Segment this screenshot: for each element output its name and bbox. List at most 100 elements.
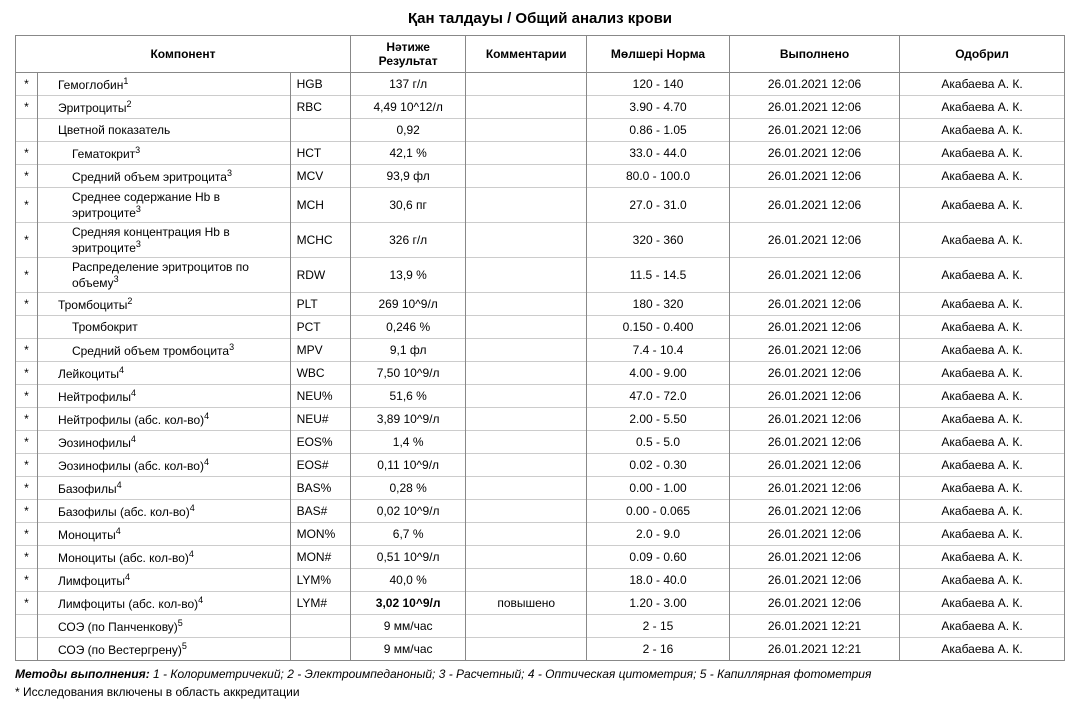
- done-cell: 26.01.2021 12:06: [729, 165, 899, 188]
- table-row: *Тромбоциты2PLT269 10^9/л180 - 32026.01.…: [16, 293, 1065, 316]
- code-cell: PCT: [290, 316, 350, 339]
- done-cell: 26.01.2021 12:06: [729, 592, 899, 615]
- table-row: *Среднее содержание Hb в эритроците3MCH3…: [16, 188, 1065, 223]
- norm-cell: 180 - 320: [587, 293, 730, 316]
- table-row: *Распределение эритроцитов по объему3RDW…: [16, 258, 1065, 293]
- done-cell: 26.01.2021 12:06: [729, 223, 899, 258]
- done-cell: 26.01.2021 12:06: [729, 385, 899, 408]
- col-result: Нәтиже Результат: [350, 36, 465, 73]
- code-cell: HGB: [290, 73, 350, 96]
- norm-cell: 2 - 15: [587, 615, 730, 638]
- result-cell: 9 мм/час: [350, 638, 465, 661]
- table-row: *Средний объем эритроцита3MCV93,9 фл80.0…: [16, 165, 1065, 188]
- table-row: СОЭ (по Панченкову)59 мм/час2 - 1526.01.…: [16, 615, 1065, 638]
- comment-cell: [466, 223, 587, 258]
- table-row: Цветной показатель0,920.86 - 1.0526.01.2…: [16, 119, 1065, 142]
- code-cell: BAS#: [290, 500, 350, 523]
- star-cell: [16, 119, 38, 142]
- table-row: *Гематокрит3HCT42,1 %33.0 - 44.026.01.20…: [16, 142, 1065, 165]
- result-cell: 0,28 %: [350, 477, 465, 500]
- star-cell: *: [16, 258, 38, 293]
- star-cell: [16, 638, 38, 661]
- comment-cell: [466, 431, 587, 454]
- code-cell: [290, 119, 350, 142]
- result-cell: 4,49 10^12/л: [350, 96, 465, 119]
- table-row: *Эритроциты2RBC4,49 10^12/л3.90 - 4.7026…: [16, 96, 1065, 119]
- star-cell: *: [16, 569, 38, 592]
- name-cell: Гемоглобин1: [37, 73, 290, 96]
- star-cell: *: [16, 293, 38, 316]
- methods-label: Методы выполнения:: [15, 667, 150, 681]
- result-cell: 13,9 %: [350, 258, 465, 293]
- norm-cell: 2.00 - 5.50: [587, 408, 730, 431]
- code-cell: RDW: [290, 258, 350, 293]
- done-cell: 26.01.2021 12:06: [729, 258, 899, 293]
- norm-cell: 18.0 - 40.0: [587, 569, 730, 592]
- result-cell: 9 мм/час: [350, 615, 465, 638]
- comment-cell: [466, 165, 587, 188]
- comment-cell: [466, 316, 587, 339]
- done-cell: 26.01.2021 12:06: [729, 477, 899, 500]
- done-cell: 26.01.2021 12:06: [729, 408, 899, 431]
- approved-cell: Акабаева А. К.: [900, 546, 1065, 569]
- star-cell: [16, 316, 38, 339]
- blood-test-table: Компонент Нәтиже Результат Комментарии М…: [15, 35, 1065, 661]
- name-cell: Тромбокрит: [37, 316, 290, 339]
- result-cell: 40,0 %: [350, 569, 465, 592]
- result-cell: 0,92: [350, 119, 465, 142]
- star-cell: *: [16, 339, 38, 362]
- comment-cell: [466, 477, 587, 500]
- approved-cell: Акабаева А. К.: [900, 362, 1065, 385]
- name-cell: Тромбоциты2: [37, 293, 290, 316]
- name-cell: Моноциты (абс. кол-во)4: [37, 546, 290, 569]
- table-row: *Средний объем тромбоцита3MPV9,1 фл7.4 -…: [16, 339, 1065, 362]
- comment-cell: [466, 293, 587, 316]
- approved-cell: Акабаева А. К.: [900, 223, 1065, 258]
- star-cell: *: [16, 523, 38, 546]
- code-cell: MPV: [290, 339, 350, 362]
- done-cell: 26.01.2021 12:06: [729, 523, 899, 546]
- norm-cell: 0.00 - 0.065: [587, 500, 730, 523]
- code-cell: HCT: [290, 142, 350, 165]
- result-cell: 6,7 %: [350, 523, 465, 546]
- approved-cell: Акабаева А. К.: [900, 293, 1065, 316]
- approved-cell: Акабаева А. К.: [900, 408, 1065, 431]
- result-cell: 9,1 фл: [350, 339, 465, 362]
- table-row: *Базофилы4BAS%0,28 %0.00 - 1.0026.01.202…: [16, 477, 1065, 500]
- table-row: *Лимфоциты4LYM%40,0 %18.0 - 40.026.01.20…: [16, 569, 1065, 592]
- approved-cell: Акабаева А. К.: [900, 96, 1065, 119]
- norm-cell: 0.5 - 5.0: [587, 431, 730, 454]
- result-cell: 30,6 пг: [350, 188, 465, 223]
- name-cell: Базофилы (абс. кол-во)4: [37, 500, 290, 523]
- approved-cell: Акабаева А. К.: [900, 385, 1065, 408]
- methods-footer: Методы выполнения: 1 - Колориметричекий;…: [15, 664, 1065, 683]
- name-cell: Среднее содержание Hb в эритроците3: [37, 188, 290, 223]
- norm-cell: 11.5 - 14.5: [587, 258, 730, 293]
- approved-cell: Акабаева А. К.: [900, 569, 1065, 592]
- norm-cell: 0.00 - 1.00: [587, 477, 730, 500]
- name-cell: Лейкоциты4: [37, 362, 290, 385]
- norm-cell: 120 - 140: [587, 73, 730, 96]
- done-cell: 26.01.2021 12:06: [729, 362, 899, 385]
- result-cell: 42,1 %: [350, 142, 465, 165]
- code-cell: EOS#: [290, 454, 350, 477]
- code-cell: MCV: [290, 165, 350, 188]
- name-cell: СОЭ (по Вестергрену)5: [37, 638, 290, 661]
- star-cell: *: [16, 431, 38, 454]
- table-row: СОЭ (по Вестергрену)59 мм/час2 - 1626.01…: [16, 638, 1065, 661]
- code-cell: NEU%: [290, 385, 350, 408]
- table-row: *Моноциты4MON%6,7 %2.0 - 9.026.01.2021 1…: [16, 523, 1065, 546]
- result-cell: 51,6 %: [350, 385, 465, 408]
- done-cell: 26.01.2021 12:06: [729, 431, 899, 454]
- code-cell: MON%: [290, 523, 350, 546]
- code-cell: LYM%: [290, 569, 350, 592]
- name-cell: Лимфоциты4: [37, 569, 290, 592]
- comment-cell: [466, 339, 587, 362]
- approved-cell: Акабаева А. К.: [900, 142, 1065, 165]
- code-cell: MCHC: [290, 223, 350, 258]
- comment-cell: [466, 615, 587, 638]
- table-row: *Лимфоциты (абс. кол-во)4LYM#3,02 10^9/л…: [16, 592, 1065, 615]
- done-cell: 26.01.2021 12:06: [729, 546, 899, 569]
- methods-text: 1 - Колориметричекий; 2 - Электроимпедан…: [150, 667, 872, 681]
- star-cell: *: [16, 73, 38, 96]
